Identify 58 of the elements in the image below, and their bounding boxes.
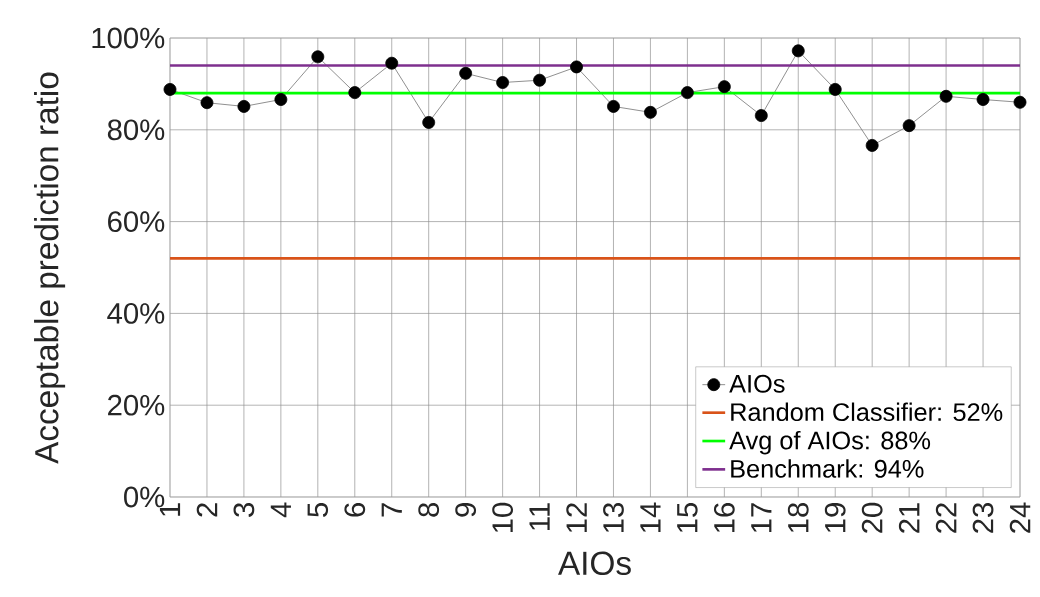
point bbox=[828, 83, 842, 96]
legend-label: AIOs bbox=[729, 374, 785, 393]
x-tick-label: 24 bbox=[1009, 502, 1031, 533]
x-tick-label: 9 bbox=[455, 503, 477, 517]
x-tick-label: 15 bbox=[677, 502, 698, 533]
point bbox=[533, 73, 546, 87]
point bbox=[607, 99, 620, 113]
point bbox=[865, 139, 879, 152]
x-tick-label: 6 bbox=[344, 502, 366, 517]
x-tick-label: 3 bbox=[233, 502, 255, 517]
y-tick-label: 60% bbox=[108, 211, 165, 232]
x-tick-label: 14 bbox=[640, 502, 661, 533]
point bbox=[348, 86, 362, 100]
point bbox=[1013, 95, 1027, 109]
point bbox=[459, 66, 473, 80]
point bbox=[274, 93, 288, 106]
x-tick-label: 23 bbox=[972, 503, 994, 533]
x-tick-label: 21 bbox=[898, 503, 920, 533]
point bbox=[976, 93, 990, 106]
point bbox=[570, 60, 583, 74]
y-tick-label: 80% bbox=[107, 119, 165, 141]
x-tick-label: 18 bbox=[787, 503, 809, 533]
point bbox=[791, 44, 805, 58]
x-tick-label: 22 bbox=[935, 503, 957, 533]
x-tick-label: 7 bbox=[381, 503, 402, 517]
x-tick-label: 5 bbox=[307, 502, 329, 517]
point bbox=[644, 105, 657, 119]
point bbox=[200, 96, 214, 110]
x-tick-label: 12 bbox=[566, 503, 587, 533]
point bbox=[311, 50, 325, 64]
y-tick-label: 40% bbox=[107, 303, 165, 324]
x-tick-label: 16 bbox=[713, 503, 735, 533]
point bbox=[163, 83, 177, 96]
point bbox=[754, 109, 768, 122]
x-tick-label: 13 bbox=[603, 503, 624, 533]
x-tick-label: 2 bbox=[196, 503, 218, 517]
point bbox=[385, 56, 399, 70]
point bbox=[680, 86, 694, 100]
point bbox=[496, 76, 510, 89]
x-tick-label: 4 bbox=[270, 502, 291, 518]
legend-label: Avg of AIOs: 88% bbox=[729, 430, 931, 455]
point bbox=[939, 89, 953, 103]
x-tick-label: 10 bbox=[492, 502, 513, 533]
x-tick-label: 11 bbox=[529, 503, 550, 530]
legend-label: Random Classifier: 52% bbox=[731, 402, 1003, 422]
y-tick-label: 100% bbox=[92, 27, 165, 49]
point bbox=[717, 80, 731, 94]
y-tick-label: 20% bbox=[108, 394, 165, 416]
point bbox=[422, 116, 436, 129]
y-axis-title: Acceptable prediction ratio bbox=[34, 72, 66, 464]
x-tick-label: 8 bbox=[418, 502, 440, 517]
legend-label: Benchmark: 94% bbox=[731, 459, 924, 478]
x-tick-label: 17 bbox=[751, 503, 772, 533]
x-tick-label: 19 bbox=[824, 503, 846, 533]
point bbox=[237, 99, 251, 113]
point bbox=[902, 119, 916, 133]
x-axis-title: AIOs bbox=[558, 551, 631, 576]
x-tick-label: 20 bbox=[861, 502, 883, 533]
